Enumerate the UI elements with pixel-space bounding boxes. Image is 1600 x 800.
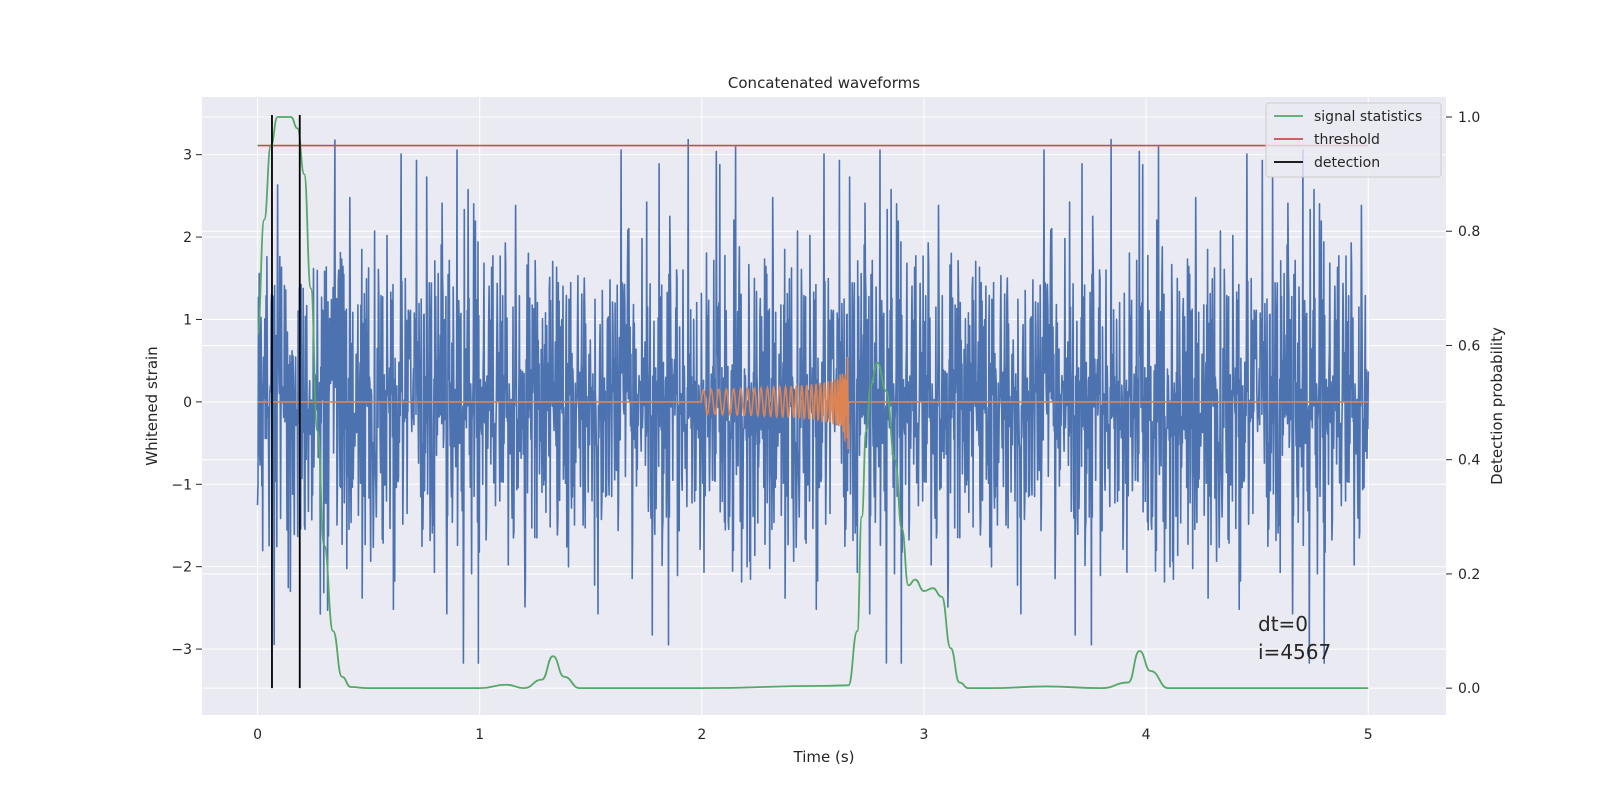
y2-tick-label: 0.8 [1458,224,1480,240]
annotation-i: i=4567 [1258,640,1331,664]
y-tick-label: −1 [171,477,192,493]
legend-box [1265,102,1442,178]
chart-title: Concatenated waveforms [728,74,920,92]
y-tick-label: 1 [183,312,192,328]
y2-tick-label: 0.0 [1458,681,1480,697]
y2-tick-label: 1.0 [1458,110,1480,126]
strain-line [256,138,1370,664]
signal-statistics-series [256,116,1369,690]
signal-statistics-line [256,116,1369,690]
annotation: dt=0 i=4567 [1258,612,1331,664]
legend-label-threshold: threshold [1314,132,1380,148]
x-tick-label: 1 [475,727,484,743]
x-axis-ticks: 0 1 2 3 4 5 [253,727,1373,743]
x-tick-label: 5 [1364,727,1373,743]
y-tick-label: −3 [171,642,192,658]
legend-label-signal-statistics: signal statistics [1314,109,1422,125]
legend: signal statistics threshold detection [1265,102,1442,178]
x-tick-label: 3 [920,727,929,743]
y-axis-label: Whitened strain [143,346,161,465]
y-tick-label: 3 [183,148,192,164]
y2-axis-ticks: 0.0 0.2 0.4 0.6 0.8 1.0 [1446,110,1480,697]
detection-series [271,114,301,689]
y-tick-label: 0 [183,395,192,411]
chirp-line [257,356,1369,450]
y2-tick-label: 0.4 [1458,453,1480,469]
y-axis-ticks: −3 −2 −1 0 1 2 3 [171,148,202,658]
x-tick-label: 0 [253,727,262,743]
annotation-dt: dt=0 [1258,612,1308,636]
x-tick-label: 4 [1142,727,1151,743]
x-tick-label: 2 [697,727,706,743]
legend-label-detection: detection [1314,155,1380,171]
y2-axis-label: Detection probability [1488,327,1506,485]
chirp-series [257,356,1369,450]
strain-series [256,138,1370,664]
y-tick-label: 2 [183,230,192,246]
x-axis-label: Time (s) [793,748,855,766]
y-tick-label: −2 [171,560,192,576]
y2-tick-label: 0.2 [1458,567,1480,583]
y2-tick-label: 0.6 [1458,338,1480,354]
